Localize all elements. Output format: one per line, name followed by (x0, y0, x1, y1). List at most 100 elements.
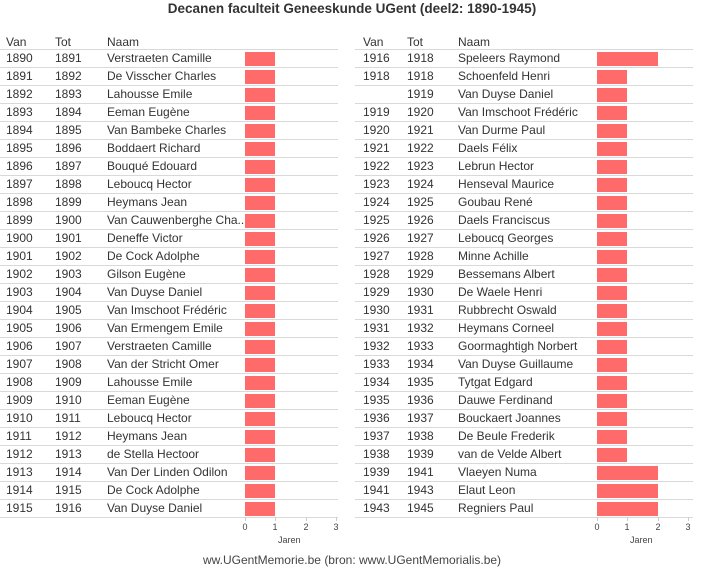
cell-tot: 1935 (407, 375, 434, 389)
cell-van: 1910 (6, 411, 33, 425)
cell-tot: 1918 (407, 51, 434, 65)
cell-van: 1926 (363, 231, 390, 245)
cell-van: 1925 (363, 213, 390, 227)
duration-bar (597, 340, 627, 354)
duration-bar (245, 214, 275, 228)
duration-bar (597, 196, 627, 210)
duration-bar (245, 250, 275, 264)
cell-tot: 1894 (55, 105, 82, 119)
cell-van: 1936 (363, 411, 390, 425)
axis-tick-label: 2 (655, 522, 661, 532)
cell-naam: Lebrun Hector (458, 159, 535, 173)
table-row: 1943 1945 Regniers Paul (355, 499, 693, 518)
axis-tick-label: 1 (272, 522, 278, 532)
table-row: 1929 1930 De Waele Henri (355, 283, 693, 301)
cell-naam: Heymans Corneel (458, 321, 555, 335)
cell-tot: 1922 (407, 141, 434, 155)
cell-naam: Leboucq Hector (107, 177, 192, 191)
table-row: 1897 1898 Leboucq Hector (0, 175, 338, 193)
cell-naam: Goormaghtigh Norbert (458, 339, 578, 353)
cell-van: 1894 (6, 123, 33, 137)
table-row: 1910 1911 Leboucq Hector (0, 409, 338, 427)
cell-naam: Van Duyse Daniel (107, 501, 203, 515)
cell-naam: De Beule Frederik (458, 429, 555, 443)
table-row: 1922 1923 Lebrun Hector (355, 157, 693, 175)
duration-bar (597, 412, 627, 426)
cell-naam: Van Bambeke Charles (107, 123, 227, 137)
table-row: 1915 1916 Van Duyse Daniel (0, 499, 338, 518)
duration-bar (597, 268, 627, 282)
axis-tick-mark (597, 517, 598, 521)
table-row: 1895 1896 Boddaert Richard (0, 139, 338, 157)
cell-tot: 1941 (407, 465, 434, 479)
cell-tot: 1905 (55, 303, 82, 317)
cell-naam: Regniers Paul (458, 501, 534, 515)
cell-tot: 1926 (407, 213, 434, 227)
axis-tick-mark (627, 517, 628, 521)
cell-van: 1934 (363, 375, 390, 389)
cell-naam: Boddaert Richard (107, 141, 201, 155)
duration-bar (245, 268, 275, 282)
table-row: 1898 1899 Heymans Jean (0, 193, 338, 211)
duration-bar (245, 394, 275, 408)
duration-bar (597, 106, 627, 120)
cell-van: 1941 (363, 483, 390, 497)
table-row: 1902 1903 Gilson Eugène (0, 265, 338, 283)
cell-naam: Leboucq Hector (107, 411, 192, 425)
table-row: 1926 1927 Leboucq Georges (355, 229, 693, 247)
duration-bar (245, 484, 275, 498)
cell-naam: Dauwe Ferdinand (458, 393, 553, 407)
cell-tot: 1903 (55, 267, 82, 281)
table-row: 1908 1909 Lahousse Emile (0, 373, 338, 391)
cell-tot: 1936 (407, 393, 434, 407)
cell-tot: 1908 (55, 357, 82, 371)
table-row: 1933 1934 Van Duyse Guillaume (355, 355, 693, 373)
cell-naam: Van Duyse Daniel (107, 285, 203, 299)
duration-bar (597, 448, 627, 462)
cell-naam: de Stella Hectoor (107, 447, 200, 461)
cell-van: 1907 (6, 357, 33, 371)
cell-naam: Henseval Maurice (458, 177, 555, 191)
duration-bar (245, 304, 275, 318)
cell-tot: 1892 (55, 69, 82, 83)
cell-tot: 1907 (55, 339, 82, 353)
duration-bar (597, 484, 658, 498)
duration-bar (597, 376, 627, 390)
cell-tot: 1891 (55, 51, 82, 65)
cell-van: 1933 (363, 357, 390, 371)
cell-naam: Daels Franciscus (458, 213, 551, 227)
x-axis-label: Jaren (278, 535, 301, 545)
cell-van: 1921 (363, 141, 390, 155)
duration-bar (597, 250, 627, 264)
table-row: 1909 1910 Eeman Eugène (0, 391, 338, 409)
cell-van: 1919 (363, 105, 390, 119)
duration-bar (245, 376, 275, 390)
cell-tot: 1924 (407, 177, 434, 191)
cell-tot: 1945 (407, 501, 434, 515)
cell-tot: 1895 (55, 123, 82, 137)
cell-van: 1902 (6, 267, 33, 281)
table-row: 1918 1918 Schoenfeld Henri (355, 67, 693, 85)
cell-naam: Van Der Linden Odilon (107, 465, 228, 479)
cell-van: 1922 (363, 159, 390, 173)
cell-naam: Bouqué Edouard (107, 159, 198, 173)
cell-van: 1900 (6, 231, 33, 245)
cell-naam: Elaut Leon (458, 483, 516, 497)
cell-tot: 1921 (407, 123, 434, 137)
duration-bar (245, 340, 275, 354)
cell-van: 1930 (363, 303, 390, 317)
cell-naam: Gilson Eugène (107, 267, 186, 281)
axis-tick-mark (336, 517, 337, 521)
header-naam: Naam (458, 35, 491, 49)
table-row: 1930 1931 Rubbrecht Oswald (355, 301, 693, 319)
duration-bar (245, 412, 275, 426)
cell-tot: 1918 (407, 69, 434, 83)
axis-tick-mark (688, 517, 689, 521)
header-tot: Tot (55, 35, 72, 49)
duration-bar (597, 142, 627, 156)
cell-naam: Van Duyse Guillaume (458, 357, 574, 371)
cell-van: 1935 (363, 393, 390, 407)
duration-bar (245, 88, 275, 102)
table-row: 1912 1913 de Stella Hectoor (0, 445, 338, 463)
cell-naam: De Cock Adolphe (107, 249, 200, 263)
